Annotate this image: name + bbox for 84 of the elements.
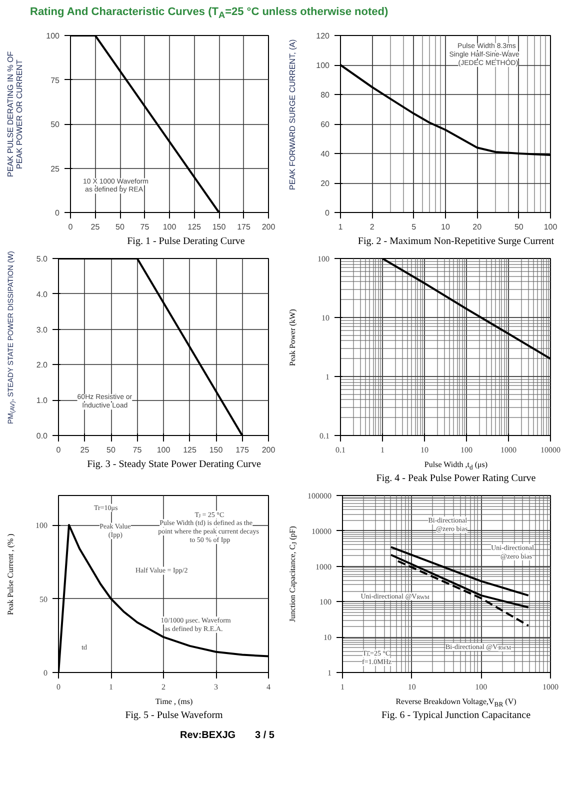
y-tick-label: 100 <box>316 61 330 70</box>
text: Rating And Characteristic Curves (T$_{A}$=25 °C unless otherwise noted) <box>30 5 388 22</box>
x-tick-label: 150 <box>209 446 224 455</box>
x-tick-label: 1 <box>109 682 113 692</box>
x-tick-label: 100 <box>460 446 472 455</box>
y-tick-label: 4.0 <box>36 290 48 300</box>
x-tick-label: 175 <box>236 446 250 455</box>
text: Fig. 5 - Pulse Waveform <box>124 709 224 724</box>
x-tick-label: 75 <box>140 222 150 232</box>
y-tick-label: 0 <box>55 208 60 218</box>
x-tick-label: 1 <box>340 682 344 692</box>
y-tick-label: 10 <box>322 314 330 323</box>
x-tick-label: 25 <box>90 222 100 232</box>
x-tick-label: 50 <box>106 446 116 455</box>
x-tick-label: 0.1 <box>336 446 346 455</box>
x-tick-label: 10 <box>420 446 428 455</box>
y-tick-label: 0.1 <box>320 432 330 441</box>
y-tick-label: 100 <box>46 32 60 41</box>
x-tick-label: 20 <box>472 222 482 232</box>
x-tick-label: 150 <box>212 222 226 232</box>
x-tick-label: 100 <box>544 222 558 232</box>
x-tick-label: 1000 <box>542 682 558 692</box>
x-tick-label: 175 <box>237 222 251 232</box>
x-tick-label: 200 <box>262 222 276 232</box>
text: Fig. 3 - Steady State Power Derating Curve <box>86 458 262 472</box>
y-tick-label: 1.0 <box>36 396 48 406</box>
y-tick-label: 1 <box>328 668 332 678</box>
y-tick-label: 80 <box>320 90 330 100</box>
y-tick-label: 75 <box>50 76 60 86</box>
y-tick-label: 50 <box>50 120 60 130</box>
x-tick-label: 50 <box>116 222 125 232</box>
y-tick-label: 2.0 <box>36 360 48 370</box>
y-tick-label: 0.0 <box>36 432 48 441</box>
x-tick-label: 1 <box>380 446 384 455</box>
x-tick-label: 125 <box>183 446 197 455</box>
x-tick-label: 50 <box>514 222 524 232</box>
x-tick-label: 1000 <box>500 446 516 455</box>
x-axis-title: Reverse Breakdown Voltage,V$_{BR}$ (V) <box>394 696 518 710</box>
x-tick-label: 100 <box>162 222 177 232</box>
x-tick-label: 3 <box>214 682 218 692</box>
y-tick-label: 50 <box>40 595 48 604</box>
y-tick-label: 100000 <box>308 492 332 501</box>
x-axis-title: Pulse Width ,t$_{d}$ (μs) <box>423 459 489 474</box>
x-axis-title: Time , (ms) <box>154 696 194 708</box>
text: Fig. 4 - Peak Pulse Power Rating Curve <box>375 472 537 486</box>
y-tick-label: 40 <box>320 150 330 159</box>
y-tick-label: 10000 <box>312 527 332 536</box>
y-axis-title: Peak Pulse Current , (% ) <box>6 533 16 618</box>
x-tick-label: 0 <box>68 222 74 232</box>
x-tick-label: 2 <box>162 682 166 692</box>
text: Fig. 2 - Maximum Non-Repetitive Surge Current <box>356 235 556 250</box>
y-axis-title: PEAK FORWARD SURGE CURRENT, (A) <box>288 38 298 192</box>
y-tick-label: 1 <box>326 372 330 382</box>
y-tick-label: 100 <box>318 254 330 264</box>
y-tick-label: 25 <box>50 164 60 174</box>
y-tick-label: 10 <box>324 633 332 642</box>
x-tick-label: 100 <box>475 682 488 692</box>
y-tick-label: 100 <box>36 521 48 530</box>
x-tick-label: 10 <box>408 682 416 692</box>
x-tick-label: 10 <box>441 222 450 232</box>
x-tick-label: 25 <box>80 446 90 455</box>
x-tick-label: 1 <box>338 222 344 232</box>
x-tick-label: 125 <box>188 222 202 232</box>
y-tick-label: 0 <box>44 668 48 678</box>
y-tick-label: 1000 <box>316 562 332 572</box>
x-tick-label: 5 <box>412 222 417 232</box>
y-tick-label: 60 <box>320 120 330 130</box>
y-tick-label: 20 <box>320 179 330 188</box>
text: Rev:BEXJG 3 / 5 <box>180 730 274 742</box>
y-tick-label: 120 <box>316 32 330 41</box>
text: Fig. 1 - Pulse Derating Curve <box>126 235 246 250</box>
text: Fig. 6 - Typical Junction Capacitance <box>381 710 531 722</box>
y-tick-label: 0 <box>325 208 330 218</box>
x-tick-label: 100 <box>156 446 171 455</box>
x-tick-label: 4 <box>266 682 270 692</box>
x-tick-label: 200 <box>262 446 276 455</box>
x-tick-label: 10000 <box>540 446 560 455</box>
y-tick-label: 100 <box>320 598 332 607</box>
y-axis-title: Peak Power (kW) <box>288 308 298 368</box>
y-axis-title: PEAK PULSE DERATING IN % OF PEAK POWER OR CURRENT <box>6 50 25 180</box>
y-tick-label: 5.0 <box>36 254 48 264</box>
y-tick-label: 3.0 <box>36 326 48 335</box>
x-tick-label: 2 <box>370 222 375 232</box>
x-tick-label: 75 <box>132 446 142 455</box>
